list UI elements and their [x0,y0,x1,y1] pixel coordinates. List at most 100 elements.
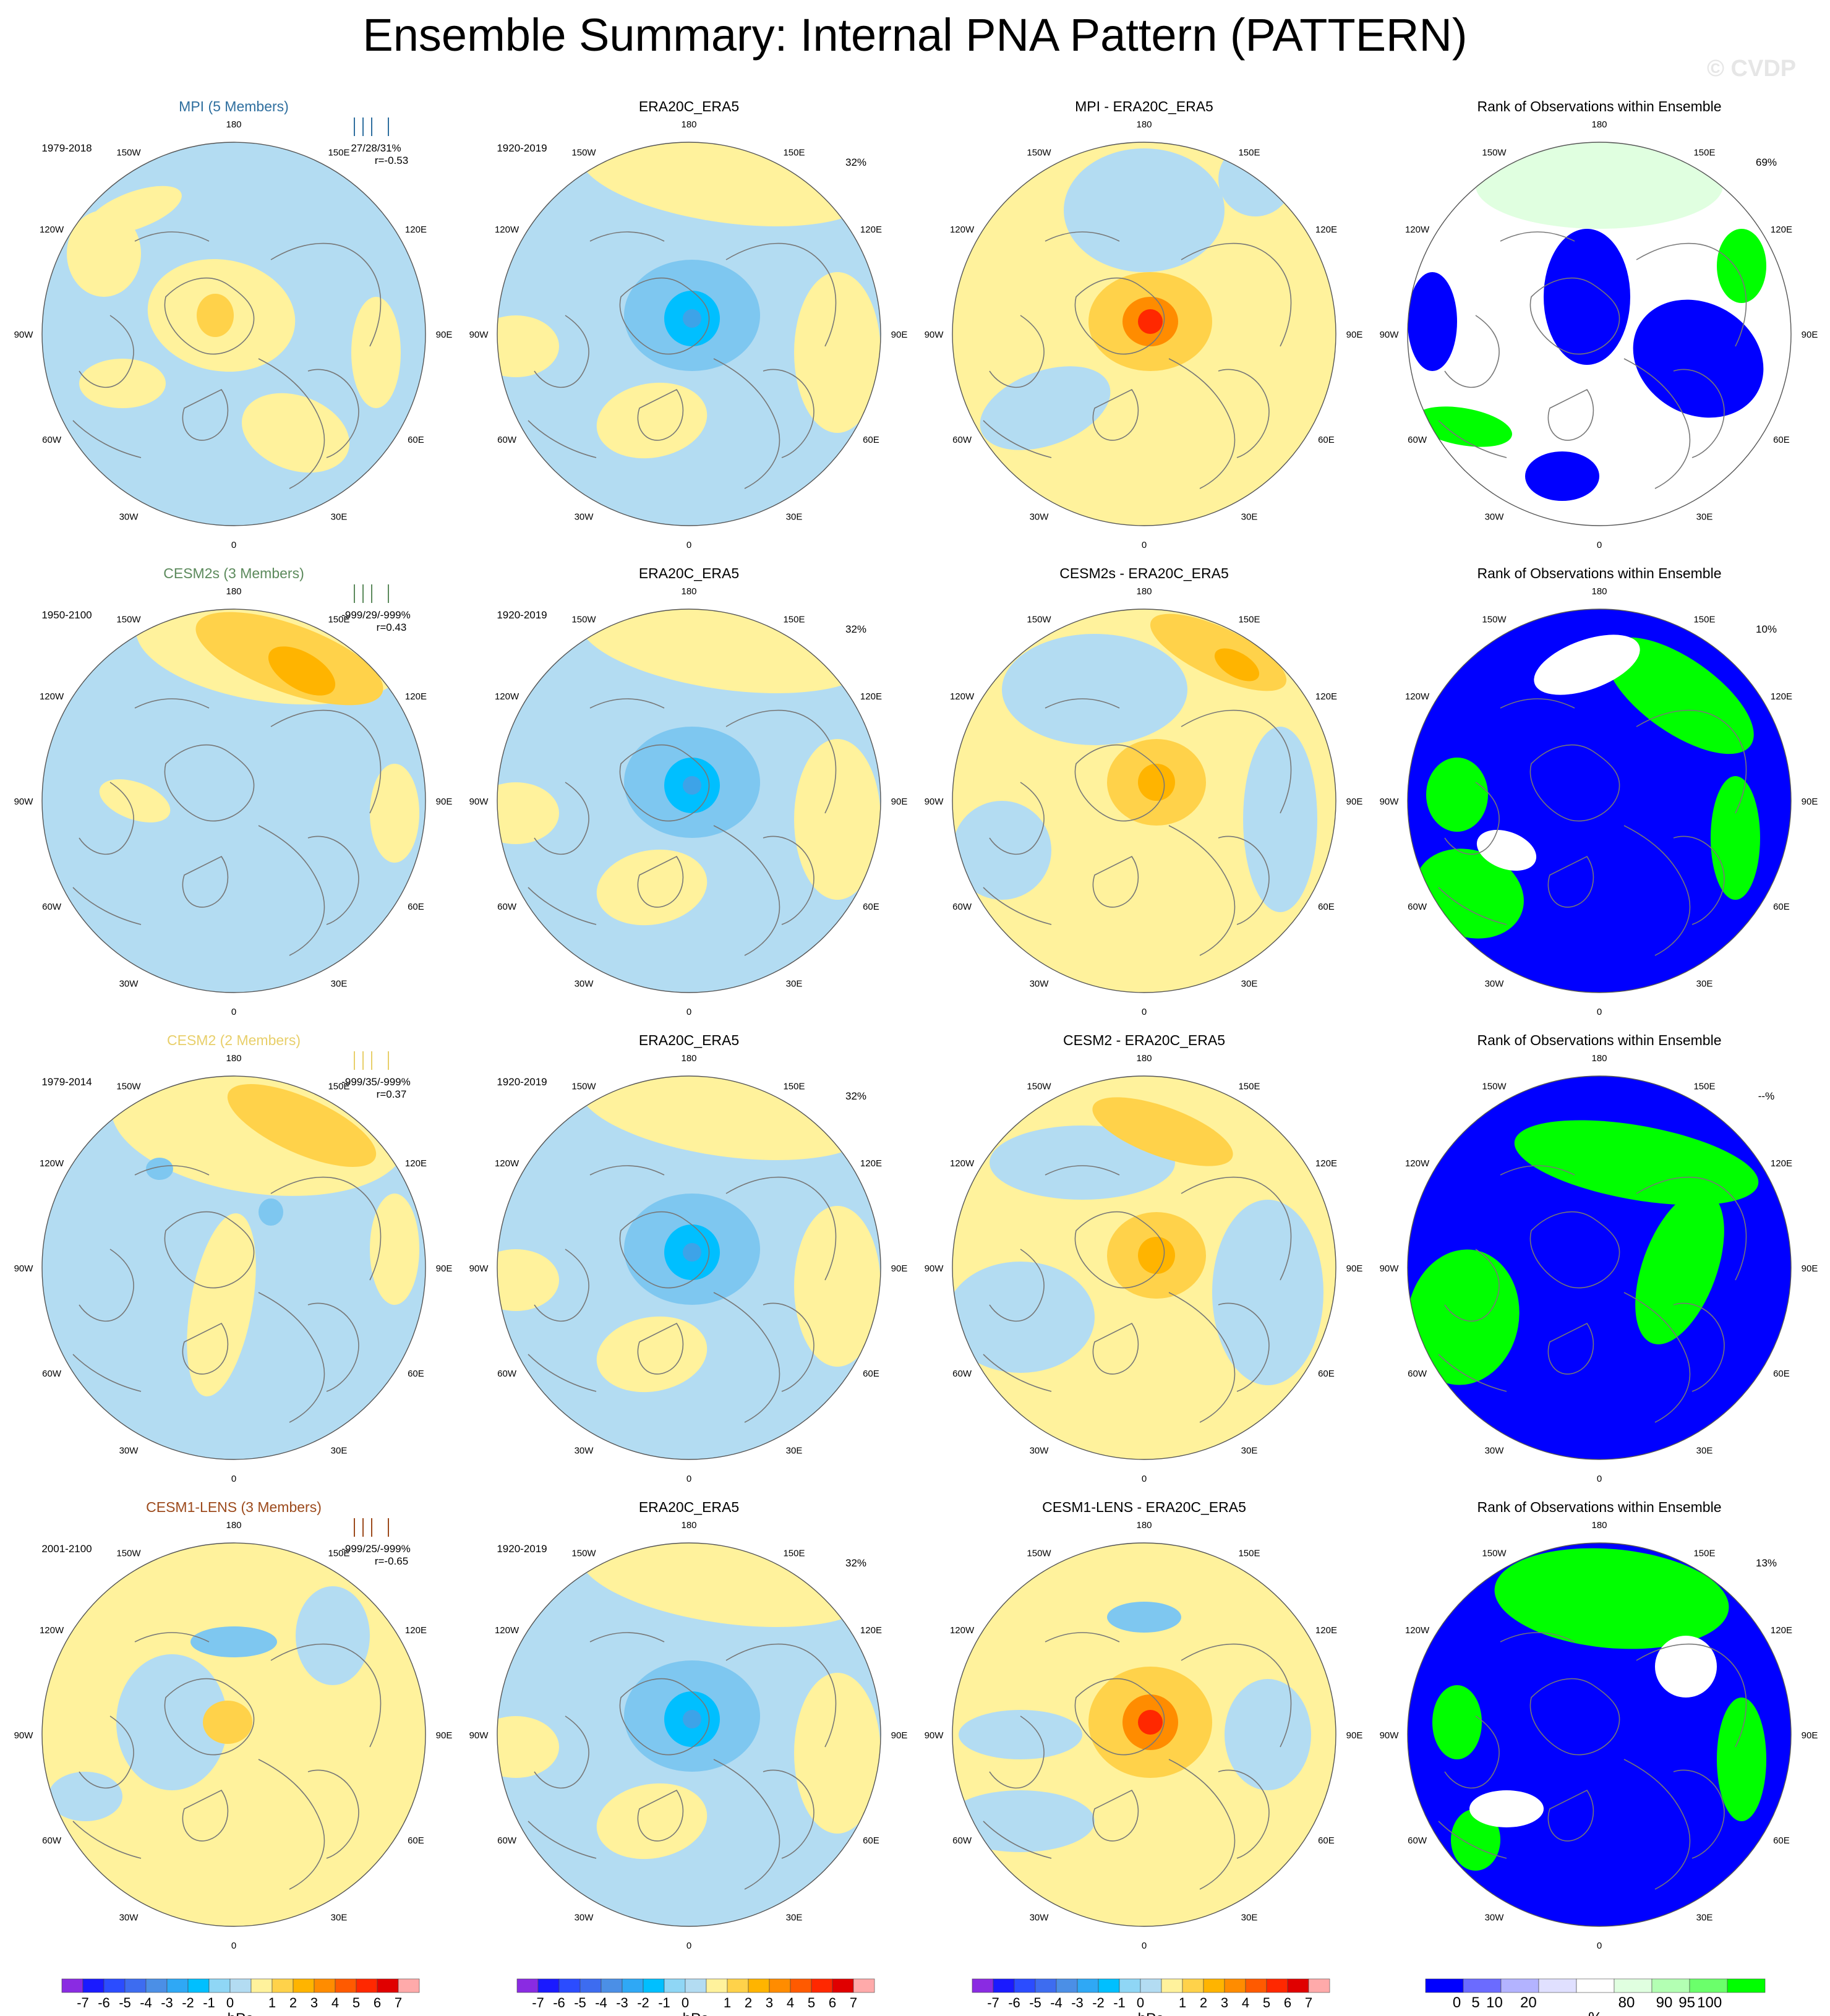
colorbar-tick: 90 [1656,1994,1673,2011]
lon-label: 120W [1405,1625,1430,1636]
contour-region [959,1710,1082,1759]
lon-label: 120W [40,224,64,235]
panel-title: CESM2 - ERA20C_ERA5 [1063,1032,1225,1048]
colorbar-tick: -3 [1071,1995,1084,2010]
colorbar-tick: 7 [1305,1995,1312,2010]
lon-label: 60E [1773,435,1790,445]
lon-label: 90W [14,1730,34,1741]
figure-title: Ensemble Summary: Internal PNA Pattern (… [362,9,1468,61]
colorbar-swatch [61,1978,83,1993]
map-panel-r3-c2: ERA20C_ERA5 1920-2019 32% 180 150E 120E 90E 60E… [469,1032,908,1484]
lon-label: 30E [1241,1912,1258,1923]
lon-label: 30W [1030,978,1050,989]
colorbar-label: hPa [683,2010,709,2016]
colorbar-swatch [1500,1978,1539,1993]
lon-label: 60E [863,1835,879,1846]
lon-label: 150W [1027,615,1051,625]
map-panel-r4-c4: Rank of Observations within Ensemble13%1… [1380,1499,1818,1951]
contour-region [1635,1191,1724,1344]
lon-label: 90E [436,797,453,807]
lon-label: 120W [495,1158,519,1169]
panel-title: CESM1-LENS (3 Members) [146,1499,322,1515]
contour-region [497,1716,559,1778]
colorbar-swatch [1538,1978,1577,1993]
colorbar-tick: 6 [1284,1995,1291,2010]
contour-region [1544,229,1630,365]
polar-map: 180 150E 120E 90E 60E 30E 0 30W 60W 90W 120W 150W [469,1053,908,1484]
lon-label: 120E [405,691,427,702]
colorbar-tick: 0 [226,1995,234,2010]
lon-label: 150E [1693,615,1715,625]
contour-region [1212,1200,1323,1385]
lon-label: 150W [571,148,596,158]
negative-core [259,1198,283,1226]
map-fill [952,1076,1336,1459]
contour-region [794,1673,881,1834]
positive-core [1138,1237,1175,1274]
lon-label: 30W [575,1912,594,1923]
colorbar-tick: 6 [374,1995,381,2010]
lon-label: 90W [1380,797,1400,807]
lon-label: 0 [686,1007,691,1017]
lon-label: 30E [786,1912,803,1923]
colorbar-swatch [790,1978,812,1993]
colorbar-tick: 10 [1486,1994,1503,2011]
colorbar-tick: -3 [161,1995,173,2010]
lon-label: 150E [328,1082,349,1092]
lon-label: 150E [1693,148,1715,158]
lon-label: 120E [860,224,882,235]
contour-region [116,1654,228,1790]
lon-label: 0 [686,540,691,550]
map-panel-r3-c1: CESM2 (2 Members) 1979-2014 -999/35/-999%r… [14,1032,453,1484]
contour-region [1408,272,1457,371]
polar-map: 180 150E 120E 90E 60E 30E 0 30W 60W 90W 120W 150W [469,1520,908,1951]
negative-core [683,309,701,328]
panel-title: MPI - ERA20C_ERA5 [1075,98,1213,114]
lon-label: 90W [469,797,489,807]
colorbar-swatch [853,1978,875,1993]
colorbar-swatch [1266,1978,1288,1993]
colorbar-tick: -6 [553,1995,565,2010]
colorbar-tick: -7 [987,1995,999,2010]
lon-label: 60W [952,1835,972,1846]
spread-ticks [354,1518,389,1537]
polar-map: 180 150E 120E 90E 60E 30E 0 30W 60W 90W 120W 150W [469,586,908,1017]
lon-label: 90E [436,330,453,340]
lon-label: 150W [1482,1548,1507,1559]
contour-region [1655,1636,1717,1698]
polar-map: 180 150E 120E 90E 60E 30E 0 30W 60W 90W 120W 150W [1380,586,1818,1017]
lon-label: 180 [681,586,696,597]
negative-core [146,1158,173,1180]
positive-core [1138,309,1163,334]
cvdp-watermark: © CVDP [1707,56,1797,82]
lon-label: 90W [925,1730,944,1741]
lon-label: 60W [1408,902,1427,912]
lon-label: 180 [681,1520,696,1531]
lon-label: 180 [226,119,241,130]
lon-label: 150W [1027,148,1051,158]
lon-label: 180 [1591,1520,1607,1531]
lon-label: 150E [1693,1082,1715,1092]
colorbar-swatch [1689,1978,1728,1993]
lon-label: 60E [408,435,424,445]
positive-core [1092,1097,1233,1166]
panel-title: Rank of Observations within Ensemble [1477,565,1721,581]
lon-label: 0 [231,1474,236,1484]
lon-label: 90E [891,1730,908,1741]
lon-label: 120E [860,691,882,702]
panel-title: CESM2s (3 Members) [163,565,304,581]
lon-label: 120W [495,224,519,235]
lon-label: 90W [14,797,34,807]
lon-label: 60W [497,1369,517,1379]
negative-core [683,1710,701,1728]
lon-label: 90E [1802,330,1818,340]
panel-stats: 27/28/31% [351,142,401,154]
map-border [41,609,426,993]
colorbar-swatch [187,1978,210,1993]
colorbar-swatch [1119,1978,1141,1993]
map-panel-r2-c1: CESM2s (3 Members) 1950-2100 -999/29/-999%… [14,565,453,1017]
colorbar-swatch [82,1978,105,1993]
lon-label: 60E [408,1835,424,1846]
